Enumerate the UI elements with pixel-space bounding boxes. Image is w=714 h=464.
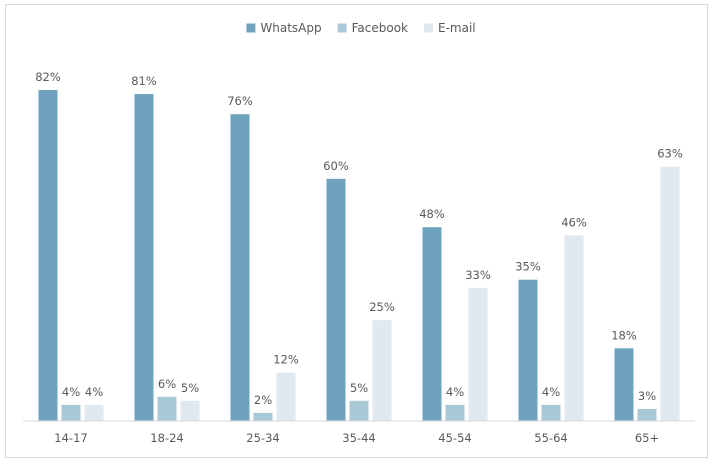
value-label-facebook-14-17: 4%: [62, 385, 80, 399]
x-tick-35-44: 35-44: [342, 431, 375, 445]
bar-e-mail-65: [660, 166, 680, 421]
bar-whatsapp-35-44: [326, 178, 346, 421]
bar-e-mail-18-24: [180, 400, 200, 421]
bar-facebook-14-17: [61, 404, 81, 421]
legend-item-e-mail: E-mail: [424, 21, 476, 35]
value-label-e-mail-35-44: 25%: [369, 300, 395, 314]
bar-whatsapp-18-24: [134, 94, 154, 421]
bar-whatsapp-65: [614, 348, 634, 421]
bar-facebook-65: [637, 408, 657, 421]
bar-facebook-45-54: [445, 404, 465, 421]
bar-e-mail-25-34: [276, 372, 296, 421]
bar-facebook-35-44: [349, 400, 369, 421]
x-tick-labels: 14-17 18-24 25-34 35-44 45-54 55-64 65+: [54, 431, 659, 445]
value-label-facebook-35-44: 5%: [350, 381, 368, 395]
bar-whatsapp-25-34: [230, 114, 250, 421]
x-tick-65: 65+: [635, 431, 659, 445]
value-label-whatsapp-35-44: 60%: [323, 159, 349, 173]
bar-whatsapp-55-64: [518, 279, 538, 421]
legend-swatch-facebook: [337, 23, 347, 33]
bar-whatsapp-45-54: [422, 227, 442, 421]
bar-e-mail-35-44: [372, 320, 392, 421]
x-tick-25-34: 25-34: [246, 431, 279, 445]
value-label-whatsapp-18-24: 81%: [131, 74, 157, 88]
bars: [38, 90, 680, 421]
legend-label-e-mail: E-mail: [438, 21, 476, 35]
value-label-whatsapp-14-17: 82%: [35, 70, 61, 84]
legend-item-whatsapp: WhatsApp: [246, 21, 322, 35]
legend-item-facebook: Facebook: [337, 21, 408, 35]
value-label-e-mail-18-24: 5%: [181, 381, 199, 395]
x-tick-14-17: 14-17: [54, 431, 87, 445]
value-label-e-mail-55-64: 46%: [561, 215, 587, 229]
x-tick-45-54: 45-54: [438, 431, 471, 445]
chart-frame: WhatsApp Facebook E-mail 82% 4% 4% 81% 6% 5% 76%…: [5, 4, 708, 458]
value-label-e-mail-14-17: 4%: [85, 385, 103, 399]
value-label-whatsapp-65: 18%: [611, 328, 637, 342]
value-label-e-mail-45-54: 33%: [465, 268, 491, 282]
bar-e-mail-55-64: [564, 235, 584, 421]
legend-label-whatsapp: WhatsApp: [260, 21, 321, 35]
value-label-facebook-65: 3%: [638, 389, 656, 403]
value-label-whatsapp-25-34: 76%: [227, 94, 253, 108]
value-label-facebook-18-24: 6%: [158, 377, 176, 391]
bar-e-mail-14-17: [84, 404, 104, 421]
x-tick-18-24: 18-24: [150, 431, 183, 445]
value-label-whatsapp-45-54: 48%: [419, 207, 445, 221]
value-label-facebook-45-54: 4%: [446, 385, 464, 399]
legend-label-facebook: Facebook: [352, 21, 408, 35]
value-labels: 82% 4% 4% 81% 6% 5% 76% 2% 12% 60% 5% 25% 48% 4% 33% 35…: [35, 70, 683, 407]
value-label-facebook-25-34: 2%: [254, 393, 272, 407]
bar-facebook-18-24: [157, 396, 177, 421]
bar-e-mail-45-54: [468, 287, 488, 421]
legend-swatch-whatsapp: [246, 23, 256, 33]
value-label-whatsapp-55-64: 35%: [515, 260, 541, 274]
legend-swatch-e-mail: [424, 23, 433, 33]
bar-facebook-55-64: [541, 404, 561, 421]
bar-chart: WhatsApp Facebook E-mail 82% 4% 4% 81% 6% 5% 76%…: [23, 21, 695, 445]
value-label-e-mail-25-34: 12%: [273, 353, 299, 367]
value-label-e-mail-65: 63%: [657, 147, 683, 161]
bar-facebook-25-34: [253, 412, 273, 421]
x-tick-55-64: 55-64: [534, 431, 567, 445]
legend: WhatsApp Facebook E-mail: [246, 21, 476, 35]
value-label-facebook-55-64: 4%: [542, 385, 560, 399]
bar-whatsapp-14-17: [38, 90, 58, 421]
